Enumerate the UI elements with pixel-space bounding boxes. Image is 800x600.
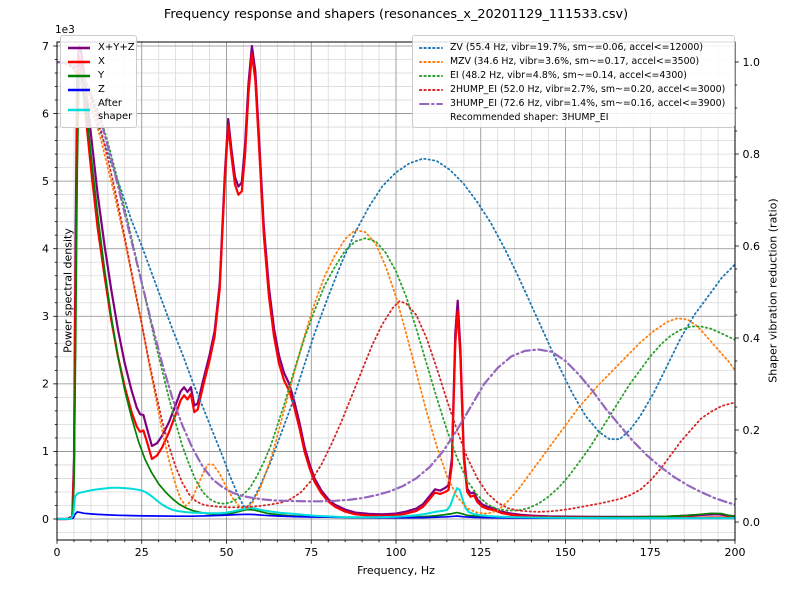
legend-item-label: Y <box>98 70 105 81</box>
legend-psd: X+Y+Z X Y Z After shaper <box>60 35 137 128</box>
legend-item-label: 3HUMP_EI (72.6 Hz, vibr=1.4%, sm~=0.16, … <box>450 98 726 109</box>
x-tick-label: 200 <box>725 546 746 559</box>
y-left-tick-label: 6 <box>42 107 49 120</box>
legend-item-label: ZV (55.4 Hz, vibr=19.7%, sm~=0.06, accel… <box>450 42 703 53</box>
legend-line-sample <box>68 74 90 77</box>
y-left-tick-label: 4 <box>42 243 49 256</box>
y-left-tick-label: 0 <box>42 513 49 526</box>
legend-item-label: Z <box>98 84 105 95</box>
y-left-tick-label: 7 <box>42 40 49 53</box>
legend-item-label: X+Y+Z <box>98 42 135 53</box>
legend-item-y: Y <box>67 69 129 82</box>
y-left-tick-label: 3 <box>42 310 49 323</box>
chart-title: Frequency response and shapers (resonanc… <box>163 7 629 22</box>
x-tick-label: 25 <box>135 546 149 559</box>
legend-item-label: After shaper <box>98 98 133 122</box>
legend-line-sample <box>68 88 90 91</box>
legend-item-x-y-z: X+Y+Z <box>67 41 135 54</box>
legend-line-sample <box>68 46 90 49</box>
legend-line-sample <box>68 60 90 63</box>
x-axis-label: Frequency, Hz <box>357 564 435 577</box>
legend-line-sample <box>419 102 443 105</box>
legend-item-ei: EI (48.2 Hz, vibr=4.8%, sm~=0.14, accel<… <box>419 69 727 82</box>
y-axis-right-label: Shaper vibration reduction (ratio) <box>766 198 780 383</box>
series-after-shaper <box>57 486 735 520</box>
y-right-tick-label: 0.4 <box>743 332 761 345</box>
legend-line-sample <box>419 60 443 63</box>
legend-item-label: X <box>98 56 105 67</box>
series-z <box>57 511 735 520</box>
legend-item-x: X <box>67 55 129 68</box>
x-tick-label: 75 <box>304 546 318 559</box>
legend-line-sample <box>419 74 443 77</box>
legend-item-label: EI (48.2 Hz, vibr=4.8%, sm~=0.14, accel<… <box>450 70 687 81</box>
y-right-tick-label: 1.0 <box>743 56 761 69</box>
recommended-shaper-note: Recommended shaper: 3HUMP_EI <box>450 112 609 123</box>
y-axis-left-label: Power spectral density <box>61 228 75 353</box>
y-right-tick-label: 0.6 <box>743 240 761 253</box>
x-tick-label: 0 <box>54 546 61 559</box>
legend-item-zv: ZV (55.4 Hz, vibr=19.7%, sm~=0.06, accel… <box>419 41 727 54</box>
y-left-tick-label: 2 <box>42 378 49 391</box>
legend-item-2hump-ei: 2HUMP_EI (52.0 Hz, vibr=2.7%, sm~=0.20, … <box>419 83 727 96</box>
x-tick-label: 100 <box>386 546 407 559</box>
legend-item-mzv: MZV (34.6 Hz, vibr=3.6%, sm~=0.17, accel… <box>419 55 727 68</box>
x-tick-label: 50 <box>220 546 234 559</box>
y-right-tick-label: 0.2 <box>743 424 761 437</box>
y-right-tick-label: 0.0 <box>743 516 761 529</box>
legend-item-after: After shaper <box>67 97 133 123</box>
x-tick-label: 125 <box>470 546 491 559</box>
legend-item-label: MZV (34.6 Hz, vibr=3.6%, sm~=0.17, accel… <box>450 56 700 67</box>
legend-item-z: Z <box>67 83 129 96</box>
series-3hump-ei <box>57 60 735 506</box>
legend-line-sample <box>419 46 443 49</box>
y-left-tick-label: 5 <box>42 175 49 188</box>
series-2hump-ei <box>57 61 735 513</box>
x-tick-label: 150 <box>555 546 576 559</box>
legend-line-sample <box>68 108 90 112</box>
series-ei <box>57 61 735 512</box>
y-axis-multiplier: 1e3 <box>55 24 75 36</box>
series-x <box>57 52 735 521</box>
y-right-tick-label: 0.8 <box>743 148 761 161</box>
y-left-tick-label: 1 <box>42 445 49 458</box>
legend-item-3hump-ei: 3HUMP_EI (72.6 Hz, vibr=1.4%, sm~=0.16, … <box>419 97 727 110</box>
x-tick-label: 175 <box>640 546 661 559</box>
legend-shapers: ZV (55.4 Hz, vibr=19.7%, sm~=0.06, accel… <box>412 35 735 128</box>
legend-item-label: 2HUMP_EI (52.0 Hz, vibr=2.7%, sm~=0.20, … <box>450 84 726 95</box>
series-zv <box>57 61 735 509</box>
legend-line-sample <box>419 88 443 91</box>
